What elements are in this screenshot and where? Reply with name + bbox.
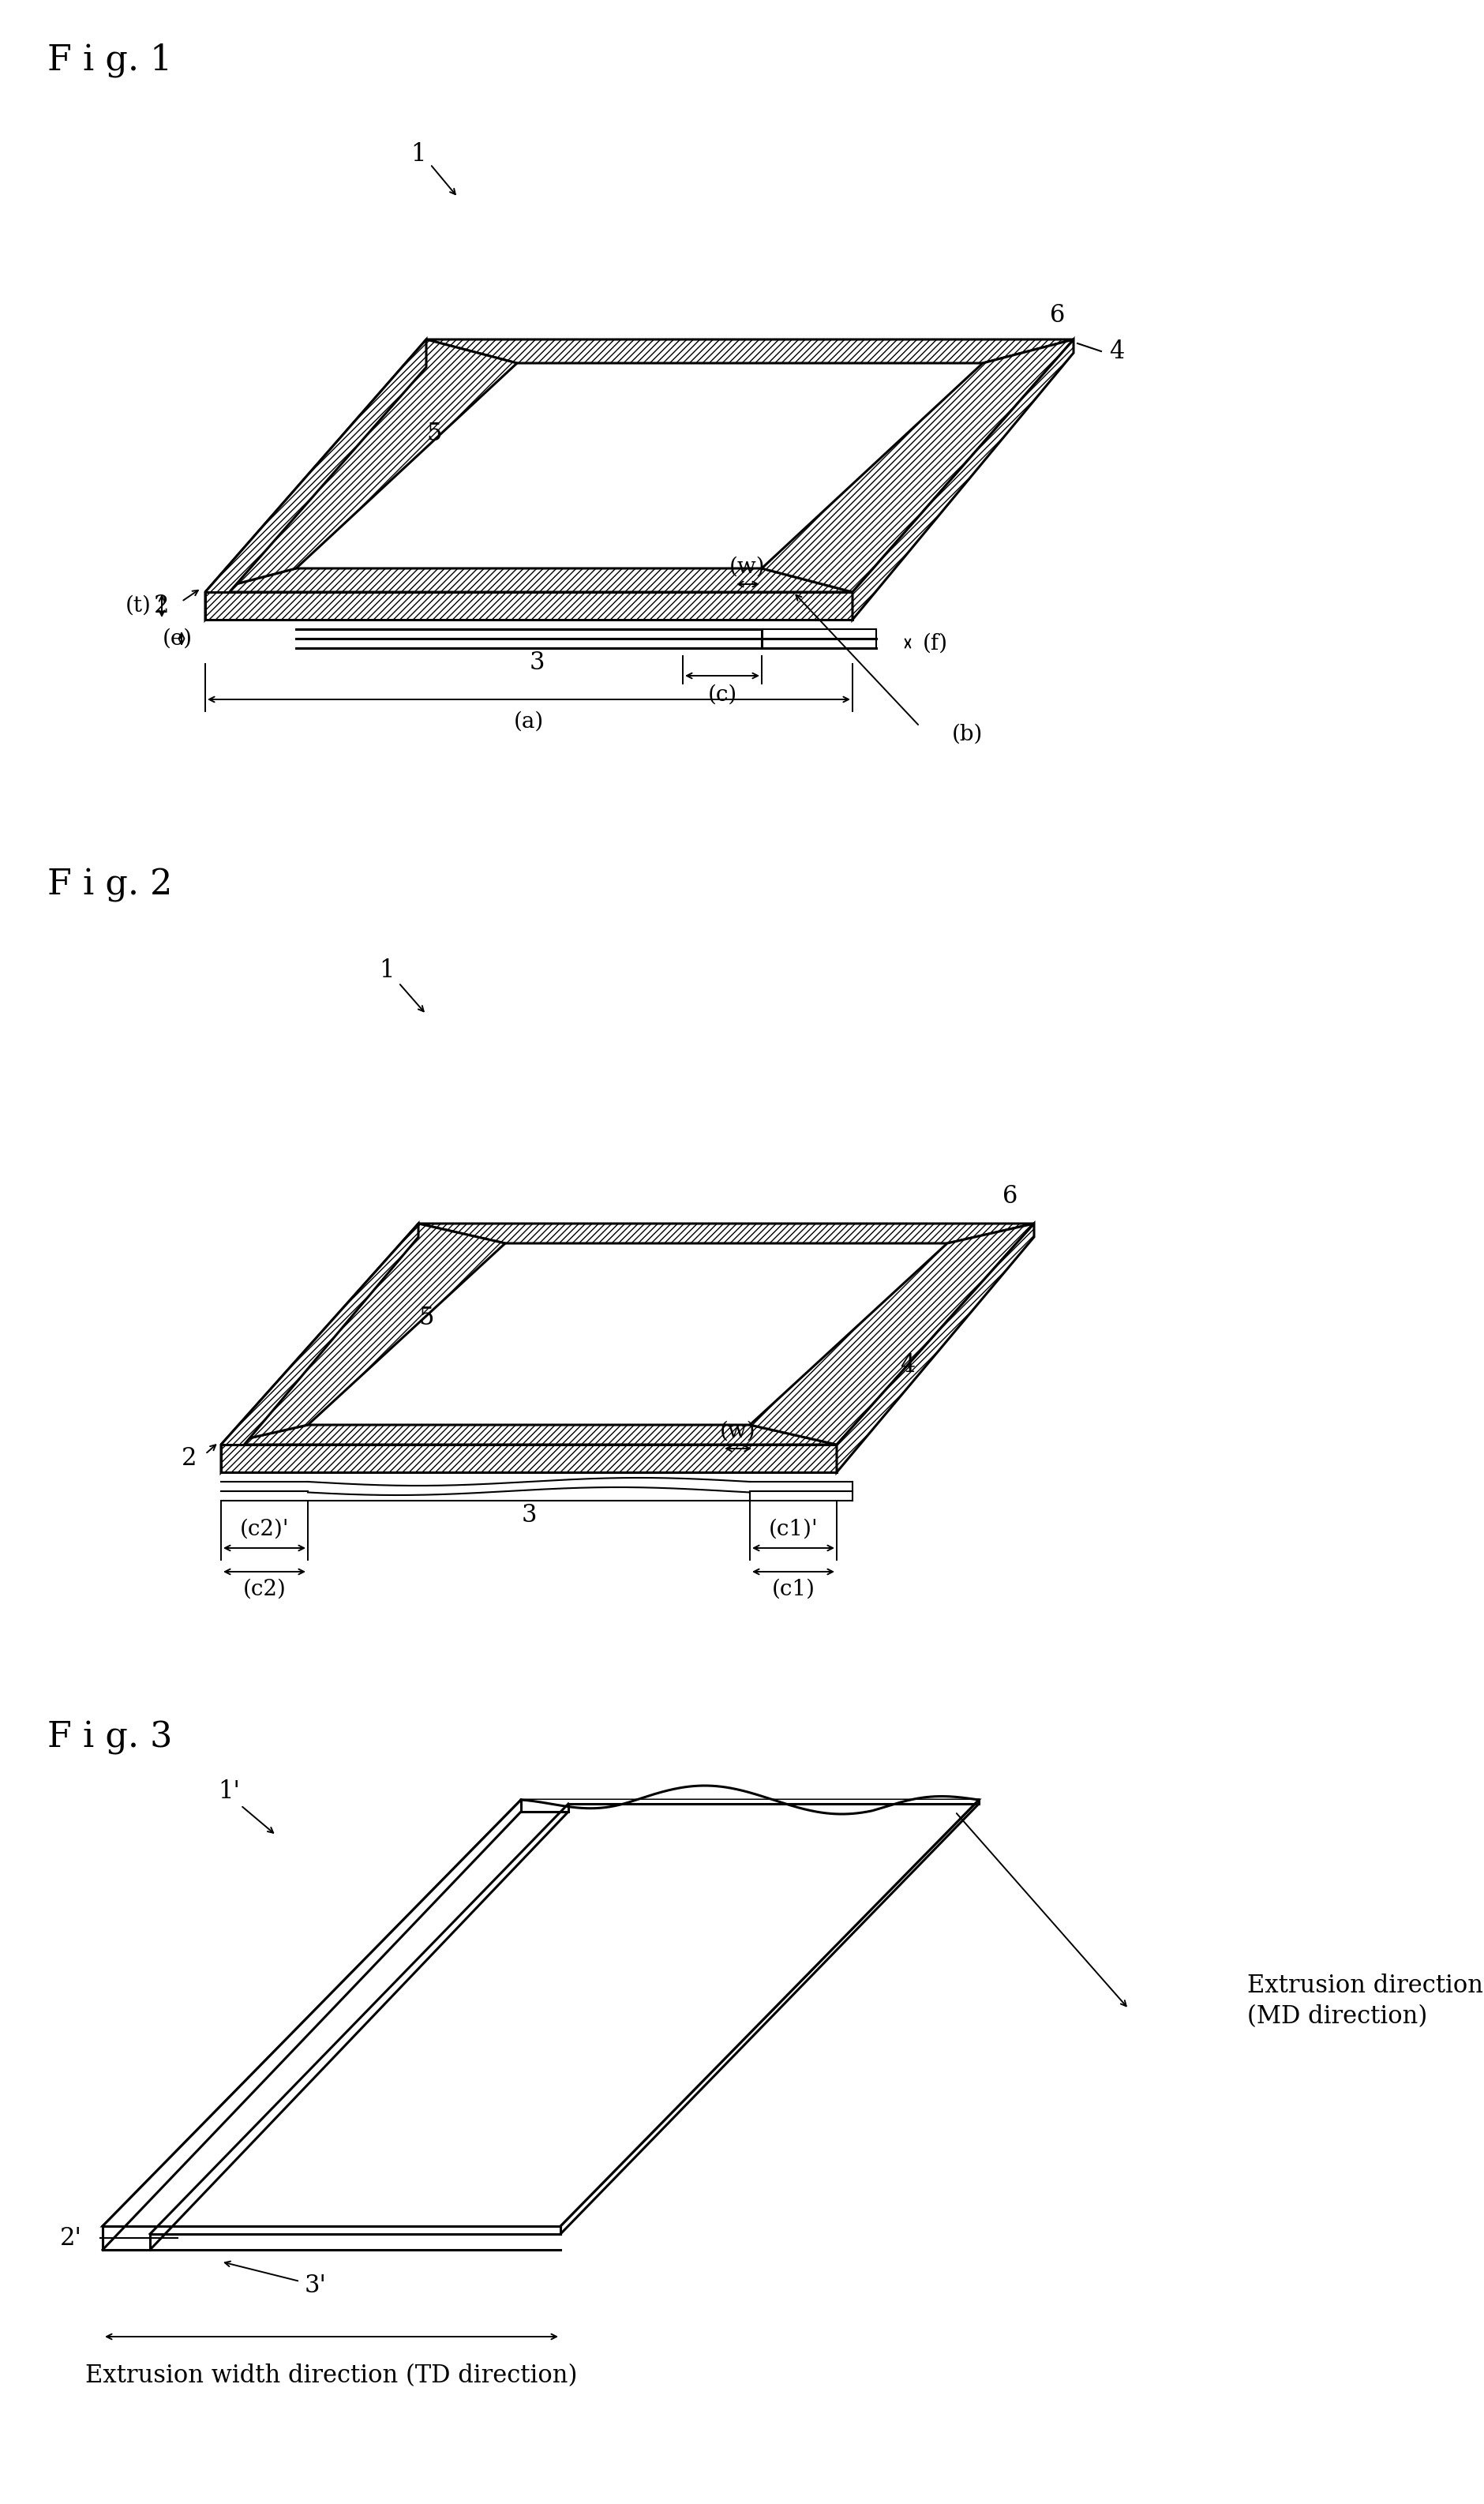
Text: 1': 1' <box>218 1780 240 1805</box>
Text: (c2)': (c2)' <box>240 1517 289 1540</box>
Text: 1: 1 <box>411 143 426 165</box>
Polygon shape <box>761 341 1073 591</box>
Text: 4: 4 <box>1110 338 1125 363</box>
Text: 3: 3 <box>530 651 545 676</box>
Text: (c1)': (c1)' <box>769 1517 818 1540</box>
Text: Extrusion direction: Extrusion direction <box>1247 1973 1483 1998</box>
Text: 6: 6 <box>1051 303 1066 328</box>
Text: F i g. 1: F i g. 1 <box>47 43 172 78</box>
Text: 5: 5 <box>418 1307 433 1330</box>
Text: 3: 3 <box>521 1502 537 1527</box>
Polygon shape <box>426 341 1073 363</box>
Polygon shape <box>205 568 852 591</box>
Text: (w): (w) <box>730 556 766 578</box>
Text: (c2): (c2) <box>243 1578 286 1600</box>
Text: Extrusion width direction (TD direction): Extrusion width direction (TD direction) <box>86 2364 577 2389</box>
Text: F i g. 3: F i g. 3 <box>47 1720 172 1755</box>
Text: (c1): (c1) <box>772 1578 815 1600</box>
Polygon shape <box>102 1800 979 2226</box>
Text: (f): (f) <box>923 634 948 654</box>
Polygon shape <box>205 341 426 618</box>
Text: (MD direction): (MD direction) <box>1247 2006 1428 2028</box>
Polygon shape <box>221 1425 837 1445</box>
Text: 1: 1 <box>378 959 395 984</box>
Text: 2': 2' <box>59 2226 82 2251</box>
Text: (b): (b) <box>951 724 982 744</box>
Text: (e): (e) <box>163 629 193 649</box>
Text: 6: 6 <box>1003 1184 1018 1209</box>
Polygon shape <box>221 1224 505 1445</box>
Polygon shape <box>205 341 516 591</box>
Text: (t): (t) <box>125 596 151 616</box>
Text: 3': 3' <box>304 2274 326 2299</box>
Text: (c): (c) <box>708 684 738 706</box>
Text: (a): (a) <box>513 711 545 731</box>
Polygon shape <box>837 1224 1034 1472</box>
Text: 2: 2 <box>181 1445 197 1470</box>
Text: (w): (w) <box>720 1420 755 1442</box>
Text: 4: 4 <box>901 1355 916 1377</box>
Text: F i g. 2: F i g. 2 <box>47 869 172 901</box>
Polygon shape <box>852 341 1073 618</box>
Text: 5: 5 <box>426 423 442 446</box>
Polygon shape <box>205 591 852 618</box>
Polygon shape <box>749 1224 1034 1445</box>
Polygon shape <box>221 1445 837 1472</box>
Polygon shape <box>102 1800 979 2226</box>
Text: 2: 2 <box>154 593 169 618</box>
Polygon shape <box>418 1224 1034 1244</box>
Polygon shape <box>221 1224 418 1472</box>
